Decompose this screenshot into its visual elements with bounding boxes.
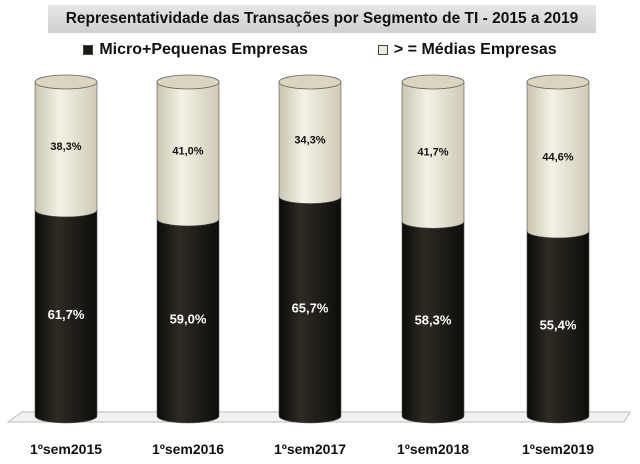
data-label-medias-1: 41,0% bbox=[172, 145, 203, 157]
data-label-micro-pequenas-2: 65,7% bbox=[292, 300, 329, 315]
bar-cap-3 bbox=[401, 74, 465, 90]
legend-label-micro-pequenas: Micro+Pequenas Empresas bbox=[99, 41, 308, 58]
bar-medias-2 bbox=[278, 81, 342, 204]
legend-swatch-micro-pequenas bbox=[83, 45, 94, 55]
category-label-0: 1ºsem2015 bbox=[30, 441, 102, 457]
legend: Micro+Pequenas Empresas > = Médias Empre… bbox=[0, 38, 640, 62]
category-label-2: 1ºsem2017 bbox=[274, 441, 346, 457]
legend-label-medias: > = Médias Empresas bbox=[393, 41, 557, 58]
bar-medias-4 bbox=[526, 81, 590, 239]
bar-micro-pequenas-0 bbox=[34, 209, 98, 424]
data-label-medias-4: 44,6% bbox=[542, 151, 573, 163]
bar-cap-4 bbox=[526, 74, 590, 90]
data-label-medias-0: 38,3% bbox=[50, 141, 81, 153]
legend-swatch-medias bbox=[377, 45, 388, 55]
data-label-micro-pequenas-3: 58,3% bbox=[415, 313, 452, 328]
bar-medias-3 bbox=[401, 81, 465, 229]
bar-cap-2 bbox=[278, 74, 342, 90]
chart-title: Representatividade das Transações por Se… bbox=[65, 10, 579, 27]
data-label-medias-3: 41,7% bbox=[417, 147, 448, 159]
bar-micro-pequenas-1 bbox=[156, 218, 220, 424]
bar-cap-0 bbox=[34, 74, 98, 90]
bar-cap-1 bbox=[156, 74, 220, 90]
chart-title-box: Representatividade das Transações por Se… bbox=[48, 5, 596, 33]
category-label-3: 1ºsem2018 bbox=[397, 441, 469, 457]
data-label-micro-pequenas-4: 55,4% bbox=[540, 317, 577, 332]
category-label-1: 1ºsem2016 bbox=[152, 441, 224, 457]
bar-micro-pequenas-4 bbox=[526, 230, 590, 424]
data-label-medias-2: 34,3% bbox=[294, 134, 325, 146]
bar-micro-pequenas-2 bbox=[278, 196, 342, 424]
legend-item-micro-pequenas: Micro+Pequenas Empresas bbox=[83, 41, 308, 59]
bar-medias-0 bbox=[34, 81, 98, 218]
bar-micro-pequenas-3 bbox=[401, 220, 465, 424]
category-label-4: 1ºsem2019 bbox=[522, 441, 594, 457]
legend-item-medias: > = Médias Empresas bbox=[377, 41, 557, 59]
data-label-micro-pequenas-1: 59,0% bbox=[170, 311, 207, 326]
data-label-micro-pequenas-0: 61,7% bbox=[48, 307, 85, 322]
bar-medias-1 bbox=[156, 81, 220, 227]
